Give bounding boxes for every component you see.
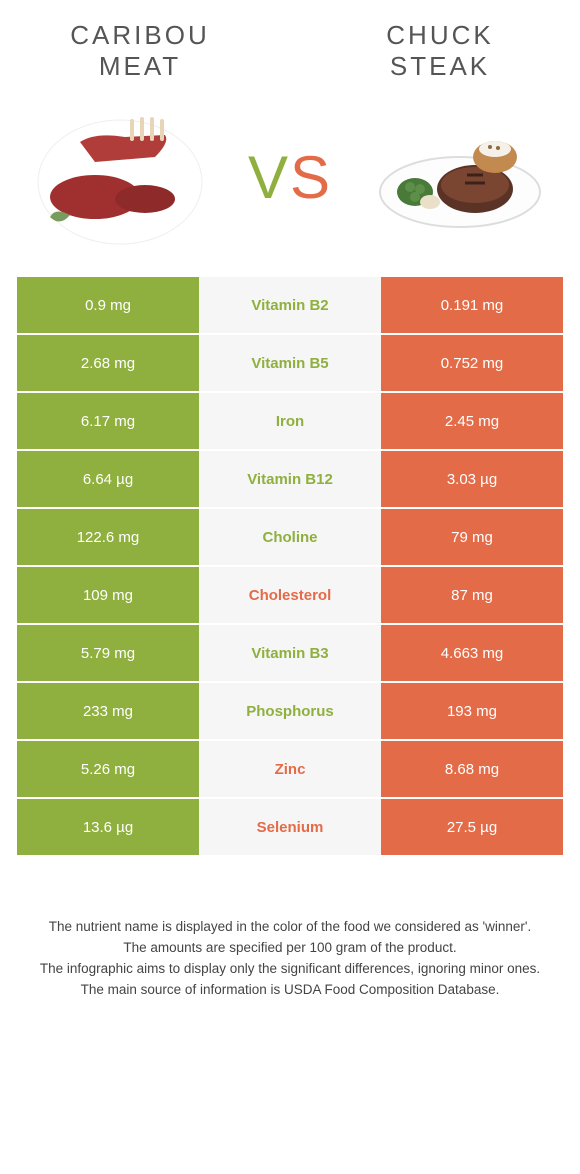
footnote-line: The infographic aims to display only the… <box>35 959 545 980</box>
nutrient-label: Cholesterol <box>199 567 381 623</box>
vs-s: S <box>290 143 332 212</box>
right-title: Chuck steak <box>340 20 540 82</box>
right-value: 193 mg <box>381 683 563 739</box>
table-row: 2.68 mg Vitamin B5 0.752 mg <box>17 335 563 393</box>
vs-v: V <box>248 143 290 212</box>
nutrient-label: Vitamin B2 <box>199 277 381 333</box>
right-value: 8.68 mg <box>381 741 563 797</box>
right-value: 4.663 mg <box>381 625 563 681</box>
right-value: 27.5 µg <box>381 799 563 855</box>
table-row: 13.6 µg Selenium 27.5 µg <box>17 799 563 857</box>
table-row: 109 mg Cholesterol 87 mg <box>17 567 563 625</box>
left-value: 5.26 mg <box>17 741 199 797</box>
right-title-line1: Chuck <box>386 20 493 50</box>
right-value: 79 mg <box>381 509 563 565</box>
nutrient-label: Vitamin B5 <box>199 335 381 391</box>
left-title: Caribou meat <box>40 20 240 82</box>
table-row: 6.17 mg Iron 2.45 mg <box>17 393 563 451</box>
nutrient-label: Vitamin B12 <box>199 451 381 507</box>
table-row: 122.6 mg Choline 79 mg <box>17 509 563 567</box>
table-row: 5.26 mg Zinc 8.68 mg <box>17 741 563 799</box>
right-value: 3.03 µg <box>381 451 563 507</box>
left-title-line1: Caribou <box>70 20 209 50</box>
nutrient-label: Phosphorus <box>199 683 381 739</box>
titles-row: Caribou meat Chuck steak <box>0 0 580 92</box>
table-row: 6.64 µg Vitamin B12 3.03 µg <box>17 451 563 509</box>
right-value: 0.191 mg <box>381 277 563 333</box>
footnotes: The nutrient name is displayed in the co… <box>0 857 580 1021</box>
nutrient-label: Iron <box>199 393 381 449</box>
left-value: 0.9 mg <box>17 277 199 333</box>
nutrient-label: Selenium <box>199 799 381 855</box>
table-row: 0.9 mg Vitamin B2 0.191 mg <box>17 277 563 335</box>
right-title-line2: steak <box>390 51 490 81</box>
left-value: 6.64 µg <box>17 451 199 507</box>
nutrient-label: Zinc <box>199 741 381 797</box>
left-value: 2.68 mg <box>17 335 199 391</box>
left-value: 122.6 mg <box>17 509 199 565</box>
table-row: 233 mg Phosphorus 193 mg <box>17 683 563 741</box>
left-value: 233 mg <box>17 683 199 739</box>
vs-label: VS <box>248 143 332 212</box>
table-row: 5.79 mg Vitamin B3 4.663 mg <box>17 625 563 683</box>
left-value: 6.17 mg <box>17 393 199 449</box>
chuck-steak-image <box>370 107 550 247</box>
caribou-meat-image <box>30 107 210 247</box>
left-value: 5.79 mg <box>17 625 199 681</box>
footnote-line: The main source of information is USDA F… <box>35 980 545 1001</box>
right-value: 2.45 mg <box>381 393 563 449</box>
left-value: 109 mg <box>17 567 199 623</box>
left-value: 13.6 µg <box>17 799 199 855</box>
footnote-line: The nutrient name is displayed in the co… <box>35 917 545 938</box>
images-row: VS <box>0 92 580 277</box>
nutrient-label: Vitamin B3 <box>199 625 381 681</box>
nutrient-table: 0.9 mg Vitamin B2 0.191 mg 2.68 mg Vitam… <box>17 277 563 857</box>
right-value: 87 mg <box>381 567 563 623</box>
right-value: 0.752 mg <box>381 335 563 391</box>
nutrient-label: Choline <box>199 509 381 565</box>
left-title-line2: meat <box>99 51 181 81</box>
footnote-line: The amounts are specified per 100 gram o… <box>35 938 545 959</box>
